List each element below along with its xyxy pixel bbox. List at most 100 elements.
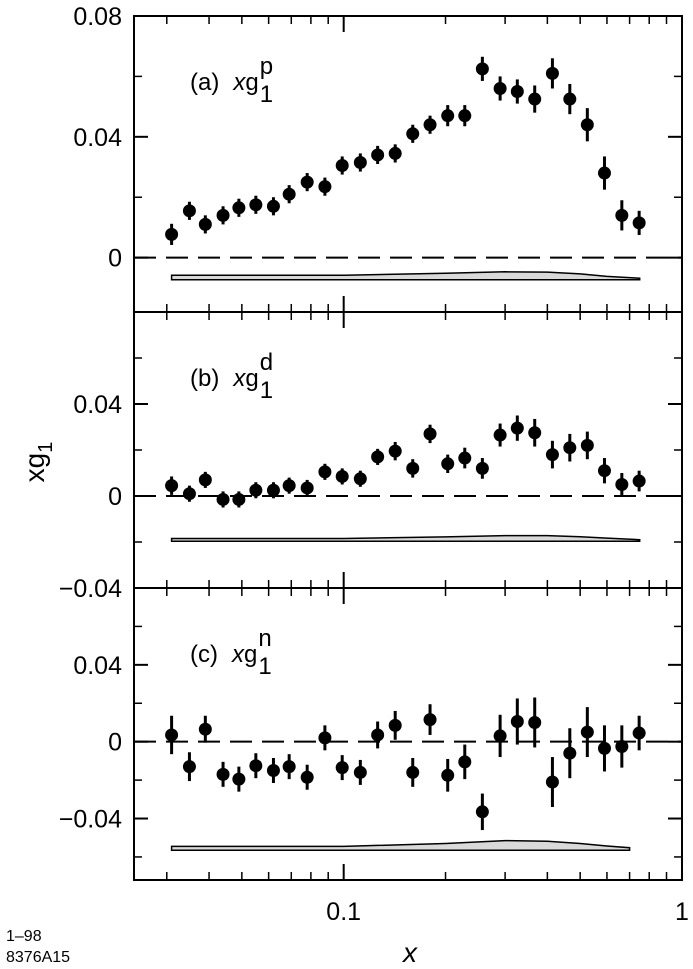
data-point (388, 146, 402, 160)
y-tick-label: 0.04 (73, 652, 122, 680)
data-point (441, 109, 455, 123)
data-point (282, 479, 296, 493)
panel-frame (133, 587, 683, 881)
data-point (371, 728, 385, 742)
data-point (249, 198, 263, 212)
data-point (266, 483, 280, 497)
data-point (632, 726, 646, 740)
data-point (300, 770, 314, 784)
y-tick-label: −0.04 (59, 575, 122, 603)
data-point (458, 109, 472, 123)
data-point (545, 66, 559, 80)
data-point (216, 208, 230, 222)
data-point (406, 127, 420, 141)
y-axis-title: xg1 (19, 442, 57, 483)
data-point (318, 465, 332, 479)
panel-label-subscript: 1 (258, 653, 271, 680)
data-point (335, 761, 349, 775)
panel-label-superscript: d (260, 349, 273, 376)
data-point (282, 187, 296, 201)
data-point (300, 481, 314, 495)
panel-frame (133, 311, 683, 589)
data-point (182, 487, 196, 501)
x-tick-label: 0.1 (326, 898, 361, 926)
panel-frame (133, 15, 683, 313)
y-axis-title-main: xg (19, 453, 50, 483)
data-point (266, 199, 280, 213)
data-point (510, 85, 524, 99)
data-point (198, 217, 212, 231)
data-point (597, 166, 611, 180)
systematic-band (170, 839, 631, 851)
panel-label: (b) xg (190, 365, 259, 392)
data-point (563, 746, 577, 760)
data-point (632, 216, 646, 230)
data-point (441, 768, 455, 782)
data-point (563, 92, 577, 106)
data-point (318, 180, 332, 194)
panel-label-subscript: 1 (260, 377, 273, 404)
data-point (615, 478, 629, 491)
data-point (510, 421, 524, 435)
x-axis-title: x (401, 937, 418, 968)
data-point (388, 444, 402, 458)
data-point (165, 479, 179, 493)
data-point (597, 464, 611, 478)
data-point (353, 472, 367, 486)
data-point (335, 159, 349, 173)
corner-note-date: 1–98 (6, 928, 42, 945)
data-point (441, 457, 455, 471)
y-tick-label: 0 (108, 483, 122, 511)
data-point (249, 483, 263, 497)
panel-label-subscript: 1 (260, 81, 273, 108)
data-point (232, 772, 246, 786)
data-point (216, 492, 230, 506)
data-point (198, 722, 212, 736)
data-point (493, 81, 507, 95)
data-point (545, 775, 559, 789)
data-point (335, 469, 349, 483)
x-tick-label: 1 (675, 898, 689, 926)
data-point (371, 450, 385, 464)
data-point (580, 725, 594, 739)
data-point (580, 118, 594, 132)
data-point (300, 175, 314, 189)
panel-label: (c) xg (190, 641, 257, 668)
data-point (249, 759, 263, 773)
data-point (198, 473, 212, 487)
data-point (458, 451, 472, 465)
data-point (266, 764, 280, 777)
data-point (545, 448, 559, 462)
data-point (493, 428, 507, 442)
y-tick-label: 0.08 (73, 3, 122, 31)
data-point (423, 713, 437, 727)
data-point (165, 728, 179, 742)
data-point (563, 441, 577, 455)
corner-note-code: 8376A15 (6, 949, 70, 966)
data-point (318, 731, 332, 745)
data-point (528, 426, 542, 440)
panel-label-superscript: p (260, 53, 273, 80)
data-point (406, 765, 420, 779)
data-point (615, 208, 629, 222)
data-point (458, 755, 472, 769)
panel-label: (a) xg (190, 69, 259, 96)
data-point (528, 92, 542, 106)
data-point (353, 765, 367, 779)
data-point (615, 739, 629, 753)
panel-b: −0.04 0 0.04 (b) xg 1d (59, 311, 683, 603)
panel-a: 0 0.04 0.08 (a) xg 1p (73, 3, 683, 313)
y-tick-label: −0.04 (59, 806, 122, 834)
y-tick-label: 0 (108, 729, 122, 757)
systematic-band (170, 271, 641, 281)
data-point (406, 461, 420, 475)
data-point (216, 767, 230, 781)
panel-label-superscript: n (258, 625, 271, 652)
data-point (165, 227, 179, 241)
data-point (232, 201, 246, 215)
data-point (371, 148, 385, 162)
data-point (597, 741, 611, 755)
data-point (510, 715, 524, 729)
